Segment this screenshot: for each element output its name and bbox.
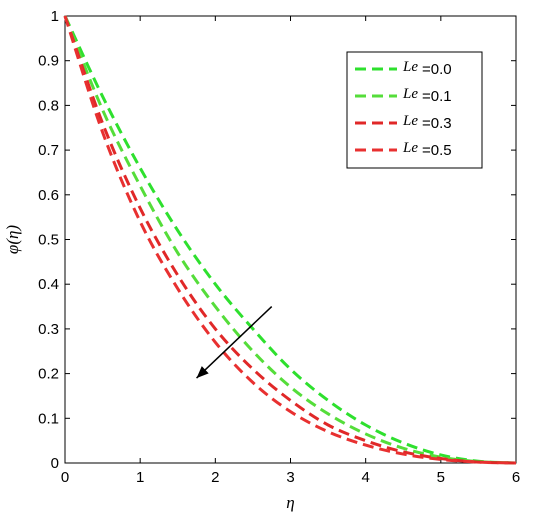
y-tick-label: 0.4 [38,276,59,293]
arrow-head [196,366,209,379]
x-tick-label: 2 [211,469,219,486]
legend-value: =0.3 [422,115,452,132]
x-axis-label: η [286,493,294,512]
y-tick-label: 0.8 [38,97,59,114]
legend-value: =0.5 [422,142,452,159]
y-tick-label: 0.6 [38,187,59,204]
legend-symbol: Le [402,140,418,156]
arrow-line [196,306,273,379]
legend-value: =0.0 [422,61,452,78]
legend-label-2: Le =0.3 [402,113,452,132]
annotations [196,306,273,379]
legend-symbol: Le [402,113,418,129]
legend-label-3: Le =0.5 [402,140,452,159]
series-lines [63,15,517,465]
y-tick-label: 0.2 [38,366,59,383]
y-tick-label: 0.3 [38,321,59,338]
x-tick-label: 0 [61,469,69,486]
y-tick-label: 0.5 [38,232,59,249]
series-line-0 [63,15,517,465]
y-tick-label: 0.1 [38,410,59,427]
legend-symbol: Le [402,86,418,102]
x-tick-label: 3 [286,469,294,486]
x-tick-label: 4 [361,469,369,486]
legend-value: =0.1 [422,88,452,105]
y-tick-label: 1 [51,8,59,25]
y-tick-label: 0 [51,455,59,472]
legend-symbol: Le [402,59,418,75]
legend-label-1: Le =0.1 [402,86,452,105]
legend: Le =0.0Le =0.1Le =0.3Le =0.5 [346,51,483,169]
axis-labels: η φ(η) [3,225,295,512]
y-tick-label: 0.7 [38,142,59,159]
series-line-3 [63,15,517,465]
legend-box [346,51,483,169]
y-axis-label: φ(η) [3,225,22,254]
x-tick-label: 6 [512,469,520,486]
y-tick-label: 0.9 [38,53,59,70]
legend-label-0: Le =0.0 [402,59,452,78]
x-tick-label: 5 [437,469,445,486]
plot-axes: 0 1 2 3 4 5 6 0 0.1 0.2 0.3 0.4 0.5 0.6 0.7 0.8 0.9 1 [38,8,520,486]
x-tick-label: 1 [136,469,144,486]
